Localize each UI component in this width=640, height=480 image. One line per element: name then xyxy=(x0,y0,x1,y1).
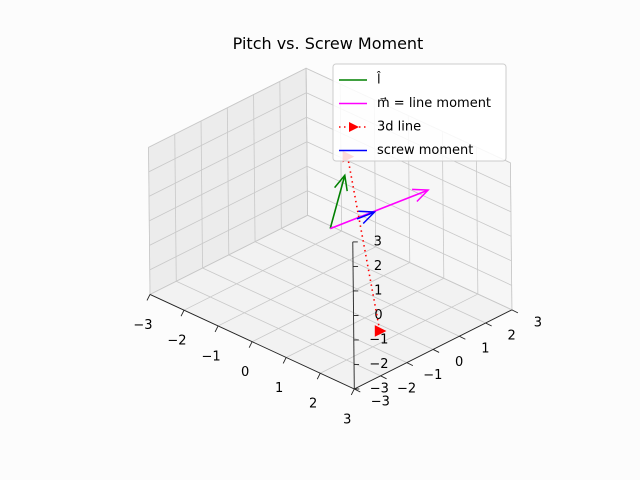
z-tick-label: −1 xyxy=(369,333,388,348)
series-1-arrow-head xyxy=(412,188,430,203)
tick-mark xyxy=(248,341,253,348)
grid-line xyxy=(149,141,308,222)
x-tick-label: 0 xyxy=(241,365,249,380)
tick-mark xyxy=(406,362,414,367)
legend: l̂ m⃗ = line moment 3d line screw moment xyxy=(332,63,507,162)
grid-line xyxy=(149,190,308,271)
axis-lines xyxy=(146,241,519,396)
legend-label-3: screw moment xyxy=(377,143,473,158)
y-tick-label: −1 xyxy=(423,368,442,383)
y-tick-label: 3 xyxy=(534,315,542,330)
grid-line xyxy=(149,214,308,295)
legend-label-0: l̂ xyxy=(376,72,381,87)
series-2-marker-1 xyxy=(374,325,387,337)
y-tick-label: 0 xyxy=(455,355,463,370)
tick-mark xyxy=(459,335,466,340)
series-1-arrow-shaft xyxy=(329,189,429,230)
tick-mark xyxy=(316,373,321,380)
grid-line xyxy=(254,241,460,337)
z-tick-label: −3 xyxy=(370,382,389,397)
z-tick-label: 2 xyxy=(374,259,382,274)
tick-labels: −3 −2 −1 0 1 2 3 −3 −2 −1 0 1 2 3 −3 −2 −1 0 1 2 3 xyxy=(133,234,542,427)
grid-line xyxy=(148,92,307,173)
z-tick-label: 0 xyxy=(374,308,382,323)
x-tick-label: 3 xyxy=(343,413,351,428)
grid-line xyxy=(202,267,407,363)
tick-mark xyxy=(214,325,219,333)
tick-mark xyxy=(146,294,151,301)
series-3-arrow-shaft xyxy=(356,211,375,220)
y-tick-label: 2 xyxy=(507,329,515,344)
tick-mark xyxy=(485,322,492,327)
grid-line xyxy=(149,165,308,246)
x-tick-label: −1 xyxy=(202,349,221,364)
legend-label-2: 3d line xyxy=(377,120,421,135)
x-tick-label: 1 xyxy=(275,381,283,396)
tick-mark xyxy=(350,388,355,396)
series-0-arrow-head xyxy=(334,173,348,192)
legend-marker-2 xyxy=(349,122,359,132)
y-tick-label: −3 xyxy=(371,395,390,410)
tick-mark xyxy=(180,309,185,317)
grid-line xyxy=(281,228,486,324)
z-tick-label: 1 xyxy=(374,283,382,298)
series-0-arrow-shaft xyxy=(329,175,346,229)
grid-line xyxy=(306,165,512,262)
tick-mark xyxy=(282,357,287,364)
grid-line xyxy=(228,254,434,350)
grid-line xyxy=(307,190,512,286)
tick-mark xyxy=(354,388,361,393)
tick-mark xyxy=(380,375,387,380)
legend-label-1: m⃗ = line moment xyxy=(377,96,491,111)
tick-mark xyxy=(511,309,519,314)
series-3-arrow-head xyxy=(358,210,377,225)
x-tick-label: 2 xyxy=(309,397,317,412)
grid-line xyxy=(148,67,307,148)
y-tick-label: −2 xyxy=(397,381,416,396)
legend-frame xyxy=(332,63,507,162)
chart-title: Pitch vs. Screw Moment xyxy=(233,34,424,53)
x-tick-label: −3 xyxy=(133,318,152,333)
grid-line xyxy=(307,214,513,311)
grid-line xyxy=(148,116,307,197)
y-tick-label: 1 xyxy=(481,342,489,357)
tick-mark xyxy=(432,349,440,353)
z-tick-label: 3 xyxy=(374,234,382,249)
x-tick-label: −2 xyxy=(167,334,186,349)
z-tick-label: −2 xyxy=(369,357,388,372)
grid-line xyxy=(176,280,381,377)
